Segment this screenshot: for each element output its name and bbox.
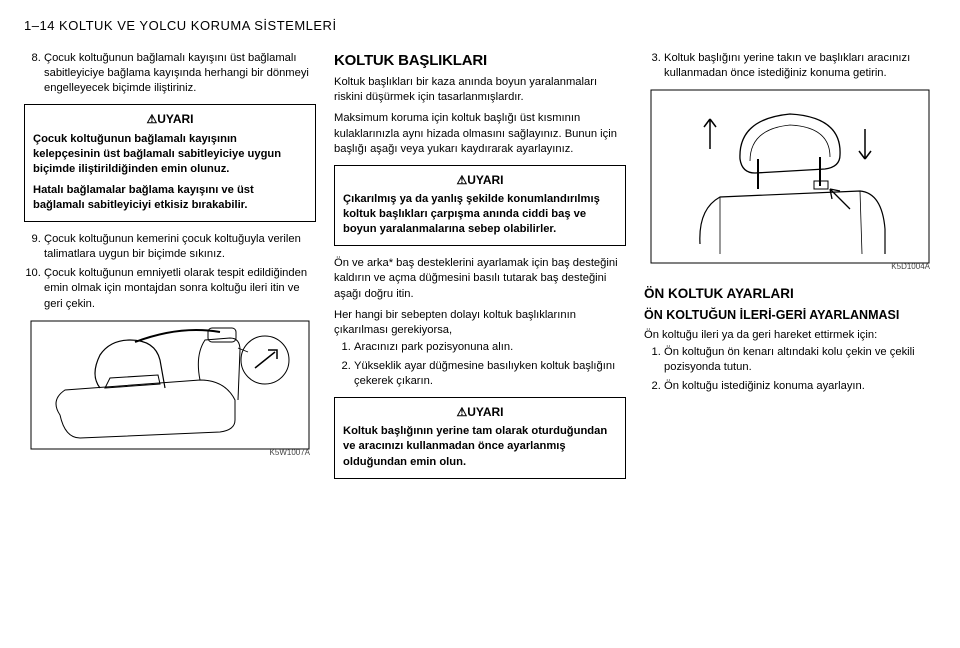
column-1: Çocuk koltuğunun bağlamalı kayışını üst … bbox=[24, 51, 316, 489]
figure-caption: K5W1007A bbox=[24, 448, 316, 459]
page-header: 1–14 KOLTUK VE YOLCU KORUMA SİSTEMLERİ bbox=[24, 18, 936, 33]
list-item: Çocuk koltuğunun bağlamalı kayışını üst … bbox=[44, 51, 316, 96]
heading-seat-headrests: KOLTUK BAŞLIKLARI bbox=[334, 51, 626, 71]
warning-body: Çıkarılmış ya da yanlış şekilde konumlan… bbox=[343, 192, 617, 237]
paragraph: Maksimum koruma için koltuk başlığı üst … bbox=[334, 111, 626, 156]
warning-box-3: ⚠UYARI Koltuk başlığının yerine tam olar… bbox=[334, 397, 626, 479]
col2-steps: Aracınızı park pozisyonuna alın. Yüksekl… bbox=[334, 340, 626, 389]
column-3: Koltuk başlığını yerine takın ve başlıkl… bbox=[644, 51, 936, 489]
figure-child-seat: K5W1007A bbox=[24, 320, 316, 459]
list-item: Ön koltuğu istediğiniz konuma ayarlayın. bbox=[664, 379, 936, 394]
warning-paragraph: Hatalı bağlamalar bağlama kayışını ve üs… bbox=[33, 183, 307, 213]
paragraph: Koltuk başlıkları bir kaza anında boyun … bbox=[334, 75, 626, 105]
list-item: Çocuk koltuğunun emniyetli olarak tespit… bbox=[44, 266, 316, 311]
paragraph: Her hangi bir sebepten dolayı koltuk baş… bbox=[334, 308, 626, 338]
warning-paragraph: Çocuk koltuğunun bağlamalı kayışının kel… bbox=[33, 132, 307, 177]
warning-title: ⚠UYARI bbox=[343, 404, 617, 420]
list-item: Ön koltuğun ön kenarı altındaki kolu çek… bbox=[664, 345, 936, 375]
warning-title: ⚠UYARI bbox=[343, 172, 617, 188]
col3-steps: Ön koltuğun ön kenarı altındaki kolu çek… bbox=[644, 345, 936, 394]
col1-list-b: Çocuk koltuğunun kemerini çocuk koltuğuy… bbox=[24, 232, 316, 312]
column-2: KOLTUK BAŞLIKLARI Koltuk başlıkları bir … bbox=[334, 51, 626, 489]
figure-caption: K5D1004A bbox=[644, 262, 936, 273]
subheading-fore-aft: ÖN KOLTUĞUN İLERİ-GERİ AYARLANMASI bbox=[644, 307, 936, 324]
columns: Çocuk koltuğunun bağlamalı kayışını üst … bbox=[24, 51, 936, 489]
heading-front-seat-adjust: ÖN KOLTUK AYARLARI bbox=[644, 285, 936, 303]
list-item: Koltuk başlığını yerine takın ve başlıkl… bbox=[664, 51, 936, 81]
warning-title: ⚠UYARI bbox=[33, 111, 307, 127]
list-item: Çocuk koltuğunun kemerini çocuk koltuğuy… bbox=[44, 232, 316, 262]
list-item: Yükseklik ayar düğmesine basılıyken kolt… bbox=[354, 359, 626, 389]
warning-body: Çocuk koltuğunun bağlamalı kayışının kel… bbox=[33, 132, 307, 214]
list-item: Aracınızı park pozisyonuna alın. bbox=[354, 340, 626, 355]
col3-list-a: Koltuk başlığını yerine takın ve başlıkl… bbox=[644, 51, 936, 81]
figure-headrest: K5D1004A bbox=[644, 89, 936, 273]
col1-list-a: Çocuk koltuğunun bağlamalı kayışını üst … bbox=[24, 51, 316, 96]
paragraph: Ön ve arka* baş desteklerini ayarlamak i… bbox=[334, 256, 626, 301]
warning-box-2: ⚠UYARI Çıkarılmış ya da yanlış şekilde k… bbox=[334, 165, 626, 247]
paragraph: Ön koltuğu ileri ya da geri hareket etti… bbox=[644, 328, 936, 343]
warning-body: Koltuk başlığının yerine tam olarak otur… bbox=[343, 424, 617, 469]
warning-box-1: ⚠UYARI Çocuk koltuğunun bağlamalı kayışı… bbox=[24, 104, 316, 222]
